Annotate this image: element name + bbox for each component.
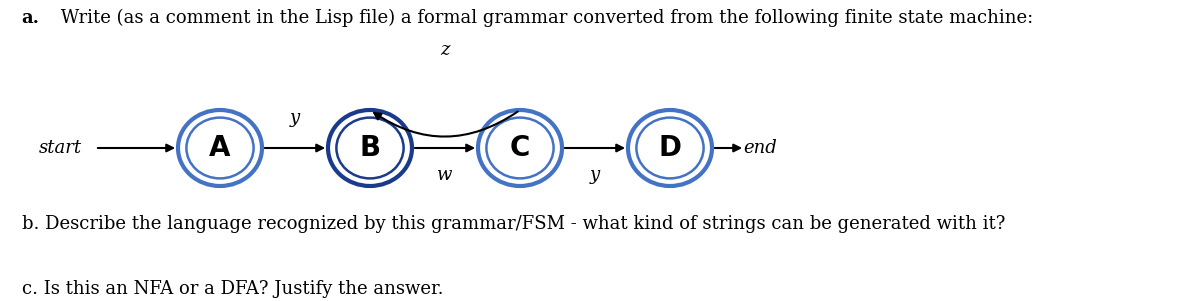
Text: b. Describe the language recognized by this grammar/FSM - what kind of strings c: b. Describe the language recognized by t… [22,215,1004,233]
Text: y: y [590,166,600,184]
FancyArrowPatch shape [374,112,517,137]
Text: end: end [743,139,776,157]
Ellipse shape [186,118,253,178]
Text: B: B [360,134,380,162]
Ellipse shape [178,110,262,186]
Ellipse shape [478,110,562,186]
Text: w: w [437,166,452,184]
Text: y: y [290,109,300,127]
Ellipse shape [486,118,553,178]
Text: z: z [440,41,450,59]
Ellipse shape [336,118,403,178]
Text: D: D [659,134,682,162]
Text: a.: a. [22,9,40,27]
Ellipse shape [328,110,412,186]
Text: c. Is this an NFA or a DFA? Justify the answer.: c. Is this an NFA or a DFA? Justify the … [22,280,443,298]
Text: C: C [510,134,530,162]
Text: A: A [209,134,230,162]
Text: Write (as a comment in the Lisp file) a formal grammar converted from the follow: Write (as a comment in the Lisp file) a … [55,9,1033,27]
Text: start: start [38,139,82,157]
Ellipse shape [636,118,703,178]
Ellipse shape [628,110,712,186]
